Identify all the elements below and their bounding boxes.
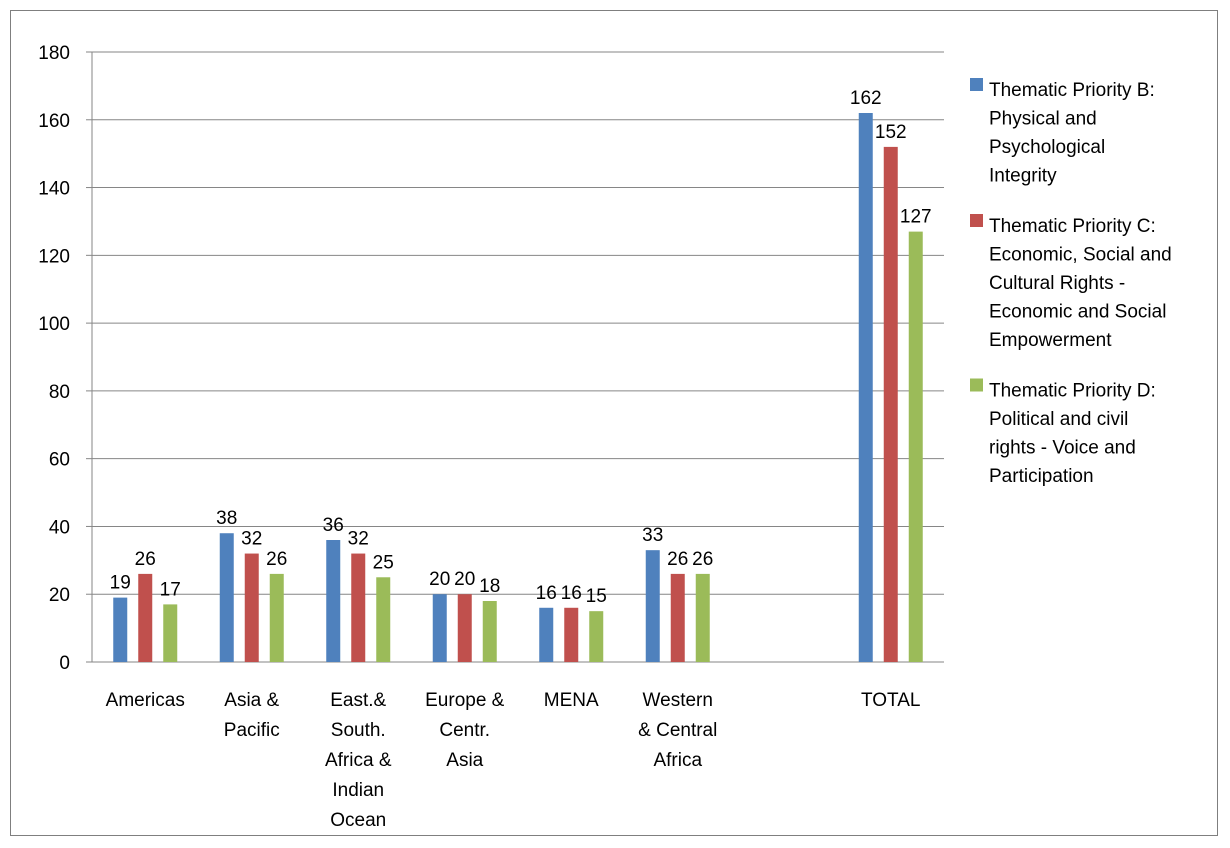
bar — [482, 601, 497, 662]
data-label: 162 — [850, 88, 882, 109]
x-category-label: Indian — [332, 780, 384, 801]
data-label: 25 — [373, 552, 394, 573]
bar — [908, 231, 923, 662]
legend-label: Thematic Priority B: — [989, 80, 1155, 101]
y-tick-label: 140 — [38, 179, 70, 200]
legend-label: rights - Voice and — [989, 438, 1136, 459]
x-category-label: East.& — [330, 690, 386, 711]
y-tick-label: 60 — [49, 450, 70, 471]
legend-swatch — [970, 214, 983, 227]
bar — [138, 573, 153, 662]
data-label: 15 — [586, 586, 607, 607]
bar — [219, 533, 234, 662]
data-label: 26 — [266, 549, 287, 570]
legend-label: Empowerment — [989, 330, 1112, 351]
legend-label: Economic and Social — [989, 302, 1166, 323]
data-label: 20 — [454, 569, 475, 590]
x-category-label: Asia — [446, 750, 483, 771]
bar — [670, 573, 685, 662]
x-category-label: Centr. — [439, 720, 490, 741]
x-category-label: Africa & — [325, 750, 392, 771]
bar — [457, 594, 472, 662]
x-category-label: Europe & — [425, 690, 505, 711]
data-label: 26 — [667, 549, 688, 570]
y-tick-label: 80 — [49, 382, 70, 403]
data-label: 26 — [135, 549, 156, 570]
legend-label: Economic, Social and — [989, 245, 1172, 266]
bar — [589, 611, 604, 662]
data-label: 36 — [323, 515, 344, 536]
legend-swatch — [970, 78, 983, 91]
bar — [564, 607, 579, 662]
x-category-label: MENA — [544, 690, 599, 711]
data-label: 26 — [692, 549, 713, 570]
data-label: 127 — [900, 207, 932, 228]
x-category-label: South. — [331, 720, 386, 741]
x-category-label: Ocean — [330, 810, 386, 831]
data-label: 17 — [160, 579, 181, 600]
legend-label: Physical and — [989, 109, 1097, 130]
legend-label: Integrity — [989, 166, 1057, 187]
bar — [163, 604, 178, 662]
bar — [432, 594, 447, 662]
y-tick-label: 120 — [38, 246, 70, 267]
x-category-label: Africa — [653, 750, 702, 771]
y-tick-label: 20 — [49, 585, 70, 606]
bar — [351, 553, 366, 662]
data-label: 33 — [642, 525, 663, 546]
y-tick-label: 180 — [38, 43, 70, 64]
y-tick-label: 160 — [38, 111, 70, 132]
legend-label: Cultural Rights - — [989, 273, 1125, 294]
bar — [645, 550, 660, 662]
data-label: 32 — [348, 529, 369, 550]
data-label: 18 — [479, 576, 500, 597]
data-label: 152 — [875, 122, 907, 143]
x-category-label: TOTAL — [861, 690, 920, 711]
bar — [269, 573, 284, 662]
bar — [883, 146, 898, 662]
legend-label: Political and civil — [989, 409, 1128, 430]
data-label: 19 — [110, 573, 131, 594]
y-tick-label: 40 — [49, 517, 70, 538]
legend-label: Thematic Priority C: — [989, 216, 1156, 237]
x-category-label: Americas — [106, 690, 185, 711]
legend-label: Participation — [989, 466, 1094, 487]
legend-swatch — [970, 378, 983, 392]
x-category-label: Asia & — [224, 690, 279, 711]
y-tick-label: 100 — [38, 314, 70, 335]
x-category-label: Western — [643, 690, 713, 711]
bar — [113, 597, 128, 662]
data-label: 20 — [429, 569, 450, 590]
chart-frame — [10, 10, 1218, 836]
x-category-label: Pacific — [224, 720, 280, 741]
bar — [539, 607, 554, 662]
bar — [326, 540, 341, 662]
data-label: 32 — [241, 529, 262, 550]
data-label: 38 — [216, 508, 237, 529]
bar — [244, 553, 259, 662]
bar — [858, 113, 873, 662]
legend-label: Psychological — [989, 137, 1105, 158]
data-label: 16 — [561, 583, 582, 604]
data-label: 16 — [536, 583, 557, 604]
bar — [695, 573, 710, 662]
bar — [376, 577, 391, 662]
y-tick-label: 0 — [59, 653, 70, 674]
legend-label: Thematic Priority D: — [989, 381, 1156, 402]
x-category-label: & Central — [638, 720, 717, 741]
